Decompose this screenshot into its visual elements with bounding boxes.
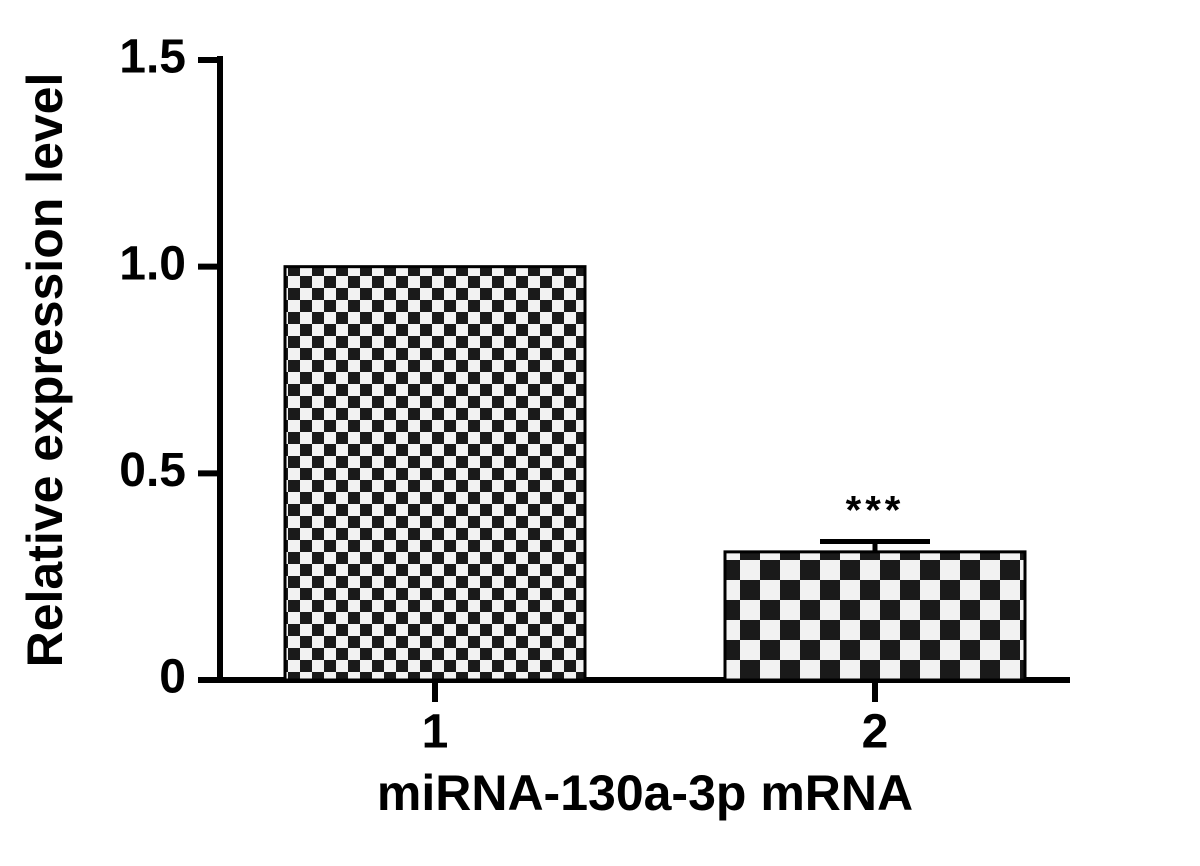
ytick-label: 0.5 — [119, 444, 186, 497]
bar-1 — [285, 267, 585, 680]
xtick-label: 2 — [862, 706, 889, 759]
significance-marker: *** — [846, 489, 905, 533]
xtick-label: 1 — [422, 706, 449, 759]
bar-chart: 0 0.5 1.0 1.5 1 *** 2 Relative expression level… — [0, 0, 1200, 866]
bar-2 — [725, 552, 1025, 680]
y-axis-label: Relative expression level — [17, 73, 73, 668]
ytick-label: 0 — [159, 651, 186, 704]
ytick-label: 1.0 — [119, 237, 186, 290]
ytick-label: 1.5 — [119, 31, 186, 84]
x-axis-label: miRNA-130a-3p mRNA — [377, 765, 913, 821]
